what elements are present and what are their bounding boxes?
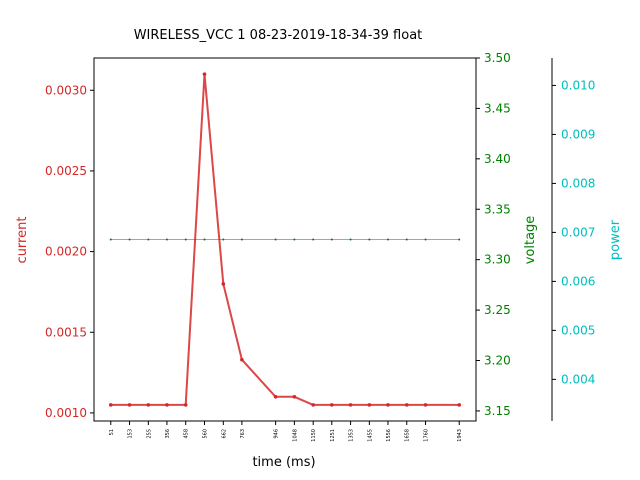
x-axis: 51 153 255 356 458 560 662 763 946 1048 1150 1251 13… bbox=[109, 421, 463, 442]
current-point bbox=[457, 403, 462, 407]
x-tick-label: 51 bbox=[109, 429, 115, 435]
x-tick-label: 1251 bbox=[330, 429, 336, 442]
voltage-point bbox=[405, 238, 408, 241]
x-tick-label: 1556 bbox=[386, 429, 392, 442]
power-tick-label: 0.004 bbox=[561, 372, 595, 386]
current-point bbox=[146, 403, 151, 407]
current-point bbox=[108, 403, 113, 407]
x-tick-label: 1760 bbox=[424, 429, 430, 442]
current-point bbox=[329, 403, 334, 407]
x-tick-label: 1658 bbox=[405, 429, 411, 442]
x-tick-label: 153 bbox=[128, 429, 134, 439]
voltage-tick-label: 3.25 bbox=[484, 303, 511, 317]
plot-frame bbox=[93, 57, 477, 422]
left-axis: 0.0010 0.0015 0.0020 0.0025 0.0030 bbox=[45, 83, 94, 420]
voltage-point bbox=[203, 238, 206, 241]
plot-area bbox=[93, 57, 477, 422]
current-tick-label: 0.0010 bbox=[45, 406, 87, 420]
voltage-point bbox=[330, 238, 333, 241]
power-axis-label: power bbox=[608, 219, 623, 260]
x-tick-label: 1150 bbox=[311, 429, 317, 442]
right-axis: 3.15 3.20 3.25 3.30 3.35 3.40 3.45 3.50 bbox=[476, 51, 511, 418]
power-axis: 0.004 0.005 0.006 0.007 0.008 0.009 0.010 bbox=[551, 58, 595, 421]
x-axis-label: time (ms) bbox=[252, 455, 315, 470]
x-tick-label: 1455 bbox=[367, 429, 373, 442]
current-point bbox=[165, 403, 169, 407]
power-tick-label: 0.006 bbox=[561, 274, 595, 288]
current-point bbox=[423, 403, 428, 407]
voltage-point bbox=[312, 238, 315, 241]
voltage-point bbox=[386, 238, 389, 241]
current-point bbox=[273, 395, 278, 399]
voltage-tick-label: 3.40 bbox=[484, 152, 511, 166]
voltage-point bbox=[222, 238, 225, 241]
x-tick-label: 1353 bbox=[349, 429, 355, 442]
current-line bbox=[110, 73, 460, 406]
current-tick-label: 0.0030 bbox=[45, 83, 87, 97]
voltage-tick-label: 3.15 bbox=[484, 404, 511, 418]
current-point bbox=[292, 395, 297, 399]
x-tick-label: 1943 bbox=[457, 429, 463, 442]
voltage-point bbox=[293, 238, 296, 241]
current-point bbox=[127, 403, 132, 407]
voltage-tick-label: 3.35 bbox=[484, 202, 511, 216]
x-tick-label: 662 bbox=[221, 429, 227, 439]
chart-title: WIRELESS_VCC 1 08-23-2019-18-34-39 float bbox=[134, 28, 423, 43]
current-tick-label: 0.0015 bbox=[45, 325, 87, 339]
current-tick-label: 0.0020 bbox=[45, 245, 87, 259]
voltage-point bbox=[147, 238, 150, 241]
voltage-tick-label: 3.50 bbox=[484, 51, 511, 65]
power-tick-label: 0.007 bbox=[561, 225, 595, 239]
voltage-point bbox=[368, 238, 371, 241]
power-tick-label: 0.009 bbox=[561, 127, 595, 141]
power-tick-label: 0.010 bbox=[561, 78, 595, 92]
voltage-point bbox=[424, 238, 427, 241]
current-point bbox=[183, 403, 188, 407]
voltage-tick-label: 3.20 bbox=[484, 354, 511, 368]
voltage-axis-label: voltage bbox=[523, 216, 538, 265]
voltage-point bbox=[128, 238, 131, 241]
x-tick-label: 255 bbox=[146, 429, 152, 439]
x-tick-label: 946 bbox=[274, 429, 280, 439]
current-point bbox=[311, 403, 315, 407]
current-point bbox=[367, 403, 372, 407]
voltage-point bbox=[240, 238, 243, 241]
power-tick-label: 0.008 bbox=[561, 176, 595, 190]
current-point bbox=[202, 72, 207, 76]
voltage-point bbox=[165, 238, 168, 241]
current-point bbox=[240, 357, 244, 362]
voltage-point bbox=[184, 238, 187, 241]
voltage-point bbox=[458, 238, 461, 241]
voltage-point bbox=[274, 238, 277, 241]
current-point bbox=[348, 403, 353, 407]
voltage-tick-label: 3.30 bbox=[484, 253, 511, 267]
voltage-tick-label: 3.45 bbox=[484, 101, 511, 115]
x-tick-label: 560 bbox=[203, 429, 209, 439]
current-point bbox=[221, 282, 226, 286]
current-point bbox=[386, 403, 390, 407]
voltage-point bbox=[109, 238, 112, 241]
current-tick-label: 0.0025 bbox=[45, 164, 87, 178]
current-axis-label: current bbox=[15, 217, 30, 264]
series-layer bbox=[108, 72, 462, 407]
x-tick-label: 458 bbox=[184, 429, 190, 439]
x-tick-label: 356 bbox=[165, 429, 171, 439]
x-tick-label: 1048 bbox=[292, 429, 298, 442]
x-tick-label: 763 bbox=[240, 429, 246, 439]
current-point bbox=[404, 403, 409, 407]
voltage-point bbox=[349, 238, 352, 241]
power-tick-label: 0.005 bbox=[561, 323, 595, 337]
